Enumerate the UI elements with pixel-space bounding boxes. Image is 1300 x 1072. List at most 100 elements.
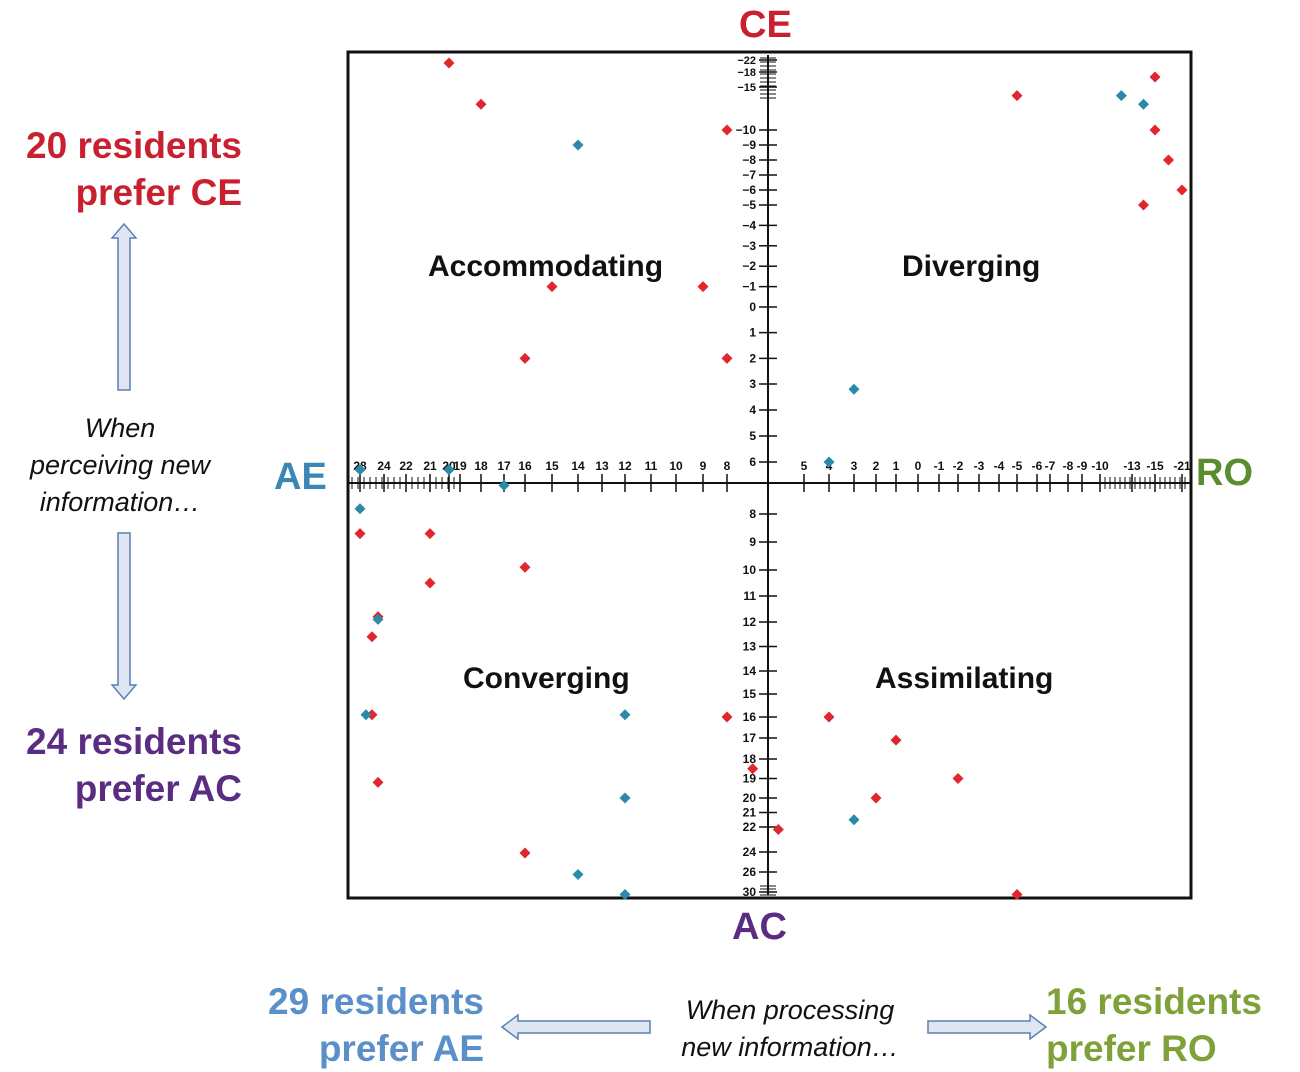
blue-data-point	[572, 869, 584, 880]
blue-data-point	[354, 464, 366, 476]
y-tick-label: 1	[749, 326, 756, 340]
quadrant-converging: Converging	[463, 662, 630, 695]
x-tick-label: 0	[915, 459, 922, 473]
red-data-point	[1138, 199, 1149, 211]
x-tick-label: 24	[377, 459, 391, 473]
arrow-right-ro	[927, 1013, 1048, 1041]
y-tick-label: −2	[742, 259, 756, 273]
red-data-point	[870, 792, 882, 804]
y-tick-label: −9	[742, 138, 756, 152]
x-tick-label: 5	[801, 459, 808, 473]
blue-data-point	[848, 383, 860, 395]
y-tick-label: −10	[736, 123, 757, 137]
red-data-point	[772, 824, 784, 835]
red-data-point	[747, 763, 759, 775]
red-data-point	[424, 577, 436, 589]
ce-count-label: 20 residents prefer CE	[2, 122, 242, 216]
tick-labels: −22−18−15−10−9−8−7−6−5−4−3−2−10123456891…	[353, 55, 1191, 899]
blue-data-point	[619, 709, 631, 721]
x-tick-label: -1	[934, 459, 945, 473]
processing-line-1: When processing	[685, 995, 895, 1025]
y-tick-label: −4	[742, 218, 756, 232]
ae-count-label: 29 residents prefer AE	[244, 978, 484, 1072]
ae-pref-text: prefer AE	[318, 1028, 484, 1069]
y-tick-label: 15	[743, 687, 757, 701]
blue-data-point	[1115, 90, 1127, 102]
x-tick-label: 14	[571, 459, 585, 473]
processing-line-2: new information…	[681, 1032, 899, 1062]
red-data-point	[519, 847, 531, 859]
y-tick-label: 5	[749, 429, 756, 443]
x-tick-label: -5	[1012, 459, 1023, 473]
blue-data-point	[360, 709, 372, 721]
blue-data-point	[372, 613, 384, 625]
red-data-point	[1149, 71, 1161, 83]
ro-count-label: 16 residents prefer RO	[1046, 978, 1300, 1072]
x-tick-label: 3	[851, 459, 858, 473]
y-tick-label: 26	[743, 865, 757, 879]
red-data-point	[519, 352, 531, 364]
red-data-point	[721, 124, 733, 136]
perceiving-line-3: information…	[39, 487, 201, 517]
red-data-point	[1149, 124, 1161, 136]
y-tick-label: 10	[743, 563, 757, 577]
y-tick-label: 2	[749, 351, 756, 365]
data-points	[354, 57, 1188, 900]
x-tick-label: 15	[545, 459, 559, 473]
blue-data-point	[848, 814, 860, 826]
x-tick-label: 22	[399, 459, 413, 473]
x-tick-label: -13	[1123, 459, 1141, 473]
perceiving-note: When perceiving new information…	[0, 410, 240, 521]
y-tick-label: −22	[737, 55, 756, 67]
red-data-point	[823, 711, 835, 723]
blue-data-point	[498, 479, 510, 491]
x-tick-label: 16	[518, 459, 532, 473]
y-tick-label: −3	[742, 239, 756, 253]
x-tick-label: 8	[724, 459, 731, 473]
perceiving-line-1: When	[84, 413, 156, 443]
red-data-point	[952, 773, 964, 784]
blue-data-point	[443, 464, 455, 476]
y-tick-label: 17	[743, 731, 757, 745]
x-tick-label: 10	[669, 459, 683, 473]
x-tick-label: 21	[423, 459, 437, 473]
arrow-down-ac	[110, 532, 138, 701]
x-tick-label: -21	[1173, 459, 1191, 473]
y-tick-label: −7	[742, 168, 756, 182]
ro-count-text: 16 residents	[1046, 981, 1262, 1022]
y-tick-label: 14	[743, 664, 757, 678]
blue-data-point	[354, 503, 366, 515]
red-data-point	[424, 528, 436, 540]
quadrant-accommodating: Accommodating	[428, 250, 664, 283]
ac-count-label: 24 residents prefer AC	[2, 718, 242, 812]
red-data-point	[372, 776, 384, 788]
axis-left-ae: AE	[274, 456, 327, 498]
blue-data-point	[572, 139, 584, 151]
ae-count-text: 29 residents	[268, 981, 484, 1022]
y-tick-label: 19	[743, 772, 757, 786]
y-tick-label: 24	[743, 845, 757, 859]
ac-pref-text: prefer AC	[74, 768, 242, 809]
x-tick-label: -7	[1045, 459, 1056, 473]
y-tick-label: 12	[743, 615, 757, 629]
x-tick-label: -2	[953, 459, 964, 473]
y-tick-label: −5	[742, 198, 756, 212]
y-tick-label: 3	[749, 377, 756, 391]
red-data-point	[519, 561, 531, 573]
x-tick-label: -3	[974, 459, 985, 473]
ce-pref-text: prefer CE	[75, 172, 242, 213]
y-tick-label: 16	[743, 710, 757, 724]
axis-top-ce: CE	[739, 4, 792, 46]
ce-count-text: 20 residents	[26, 125, 242, 166]
x-tick-label: -10	[1091, 459, 1109, 473]
x-tick-label: 13	[595, 459, 609, 473]
y-tick-label: 0	[749, 300, 756, 314]
red-data-point	[443, 57, 455, 69]
x-tick-label: -6	[1032, 459, 1043, 473]
quadrant-assimilating: Assimilating	[875, 662, 1054, 695]
x-tick-label: -9	[1077, 459, 1088, 473]
y-tick-label: −18	[737, 67, 756, 79]
perceiving-line-2: perceiving new	[29, 450, 211, 480]
red-data-point	[1011, 889, 1023, 900]
red-data-point	[366, 631, 378, 643]
